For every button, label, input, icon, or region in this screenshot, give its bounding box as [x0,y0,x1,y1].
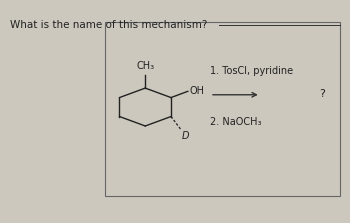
Bar [105,22,340,196]
Text: What is the name of this mechanism?: What is the name of this mechanism? [10,20,208,29]
Text: CH₃: CH₃ [136,61,154,71]
Text: OH: OH [190,86,204,96]
Text: ?: ? [319,89,325,99]
Text: D: D [182,130,189,140]
Text: 2. NaOCH₃: 2. NaOCH₃ [210,117,261,127]
Text: 1. TosCl, pyridine: 1. TosCl, pyridine [210,66,293,76]
